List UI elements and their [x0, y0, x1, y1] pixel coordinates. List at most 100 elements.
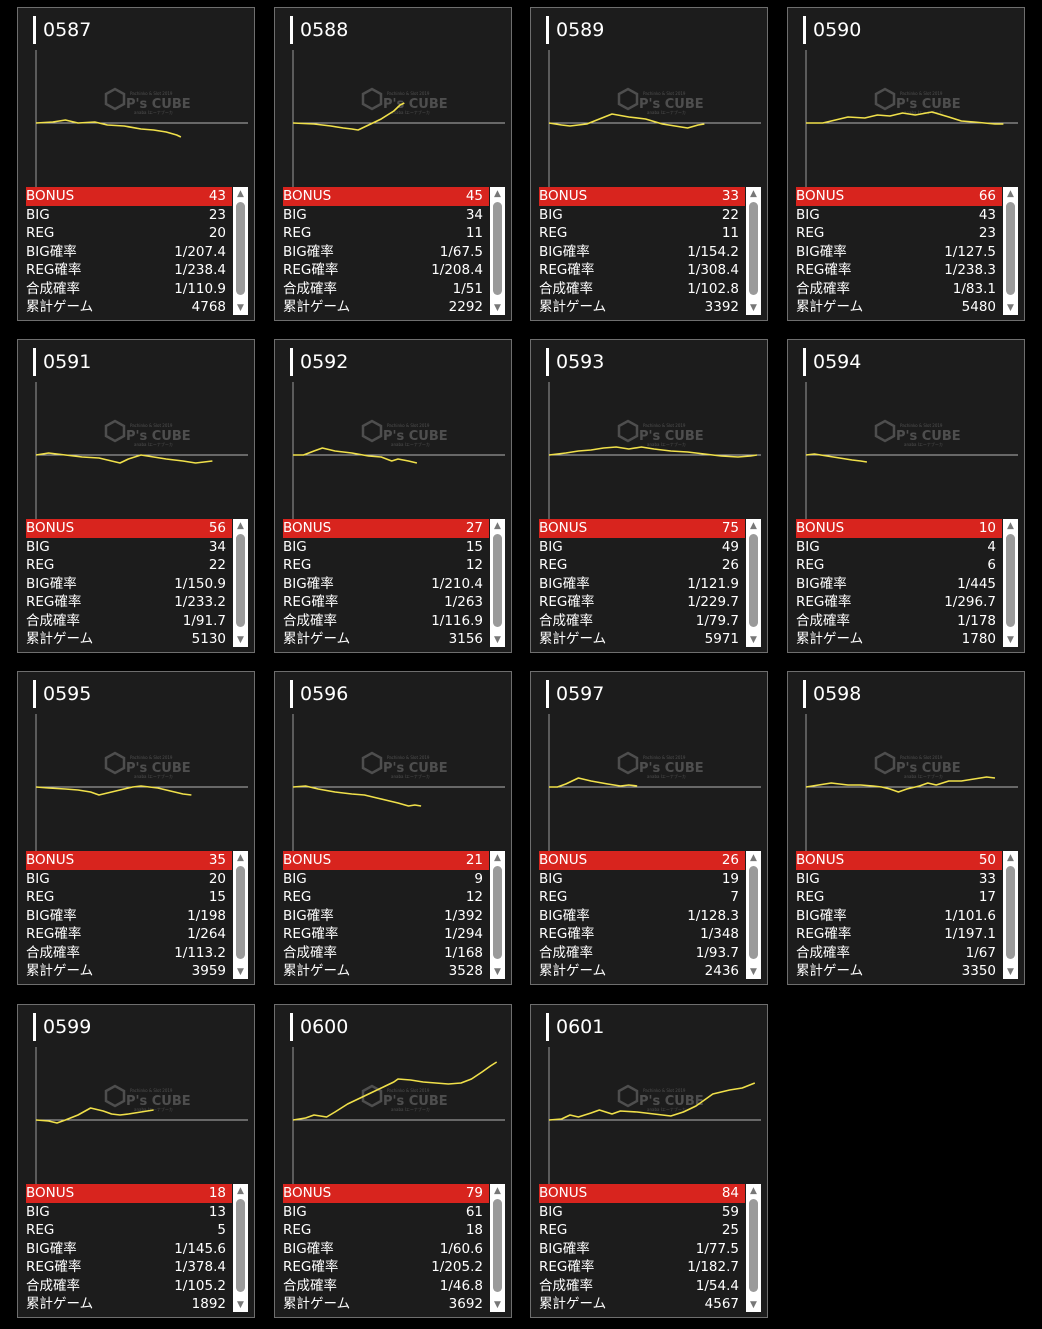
scrollbar-thumb[interactable] — [493, 202, 502, 295]
machine-card[interactable]: 0596 P's CUBE Pachinko & Slot 2019 anaba Iエ… — [274, 671, 512, 985]
scrollbar-thumb[interactable] — [493, 1199, 502, 1292]
machine-card[interactable]: 0589 P's CUBE Pachinko & Slot 2019 anaba Iエ… — [530, 7, 768, 321]
scrollbar[interactable]: ▲ ▼ — [746, 187, 761, 315]
scrollbar-thumb[interactable] — [749, 1199, 758, 1292]
scroll-up-icon[interactable]: ▲ — [237, 853, 244, 863]
scrollbar[interactable]: ▲ ▼ — [490, 519, 505, 647]
scroll-up-icon[interactable]: ▲ — [750, 521, 757, 531]
machine-card[interactable]: 0601 P's CUBE Pachinko & Slot 2019 anaba Iエ… — [530, 1004, 768, 1318]
scrollbar-thumb[interactable] — [236, 202, 245, 295]
stat-value: 27 — [465, 520, 483, 536]
scroll-down-icon[interactable]: ▼ — [1007, 303, 1014, 313]
stats-row-total-rate: 合成確率 1/168 — [283, 944, 489, 963]
scroll-down-icon[interactable]: ▼ — [494, 967, 501, 977]
scroll-up-icon[interactable]: ▲ — [494, 189, 501, 199]
stat-value: 1/77.5 — [695, 1240, 739, 1257]
machine-card[interactable]: 0594 P's CUBE Pachinko & Slot 2019 anaba Iエ… — [787, 339, 1025, 653]
scroll-down-icon[interactable]: ▼ — [237, 303, 244, 313]
scroll-down-icon[interactable]: ▼ — [1007, 635, 1014, 645]
scroll-down-icon[interactable]: ▼ — [750, 967, 757, 977]
scrollbar[interactable]: ▲ ▼ — [233, 187, 248, 315]
stat-value: 1/127.5 — [944, 243, 996, 260]
scrollbar-thumb[interactable] — [1006, 866, 1015, 959]
machine-card[interactable]: 0597 P's CUBE Pachinko & Slot 2019 anaba Iエ… — [530, 671, 768, 985]
stat-value: 3528 — [448, 963, 483, 979]
scrollbar-thumb[interactable] — [493, 534, 502, 627]
cube-icon — [617, 87, 639, 111]
scrollbar[interactable]: ▲ ▼ — [490, 187, 505, 315]
machine-card[interactable]: 0592 P's CUBE Pachinko & Slot 2019 anaba Iエ… — [274, 339, 512, 653]
scrollbar-thumb[interactable] — [749, 202, 758, 295]
stats-row-reg-rate: REG確率 1/378.4 — [26, 1258, 232, 1277]
stats-table: BONUS 18 BIG 13 REG 5 BIG確率 1/145.6 REG確率 1/378.4… — [26, 1184, 249, 1312]
scrollbar[interactable]: ▲ ▼ — [233, 519, 248, 647]
scrollbar[interactable]: ▲ ▼ — [490, 1184, 505, 1312]
machine-card[interactable]: 0587 P's CUBE Pachinko & Slot 2019 anaba Iエ… — [17, 7, 255, 321]
scroll-up-icon[interactable]: ▲ — [750, 189, 757, 199]
scrollbar-thumb[interactable] — [749, 534, 758, 627]
scrollbar-thumb[interactable] — [236, 534, 245, 627]
scrollbar[interactable]: ▲ ▼ — [746, 851, 761, 979]
scroll-down-icon[interactable]: ▼ — [237, 1300, 244, 1310]
scrollbar-thumb[interactable] — [236, 1199, 245, 1292]
scroll-down-icon[interactable]: ▼ — [494, 635, 501, 645]
stat-value: 59 — [721, 1203, 739, 1220]
machine-card[interactable]: 0595 P's CUBE Pachinko & Slot 2019 anaba Iエ… — [17, 671, 255, 985]
scroll-down-icon[interactable]: ▼ — [750, 1300, 757, 1310]
scroll-up-icon[interactable]: ▲ — [494, 853, 501, 863]
scrollbar[interactable]: ▲ ▼ — [1003, 519, 1018, 647]
stats-row-bonus: BONUS 50 — [796, 851, 1002, 870]
scrollbar[interactable]: ▲ ▼ — [746, 519, 761, 647]
scrollbar-thumb[interactable] — [493, 866, 502, 959]
scroll-up-icon[interactable]: ▲ — [237, 1186, 244, 1196]
scrollbar-thumb[interactable] — [236, 866, 245, 959]
scroll-up-icon[interactable]: ▲ — [494, 521, 501, 531]
scroll-down-icon[interactable]: ▼ — [237, 635, 244, 645]
scrollbar-thumb[interactable] — [1006, 202, 1015, 295]
stat-label: BIG — [539, 1203, 563, 1220]
scroll-up-icon[interactable]: ▲ — [494, 1186, 501, 1196]
stat-label: REG確率 — [283, 594, 339, 610]
stats-row-total-rate: 合成確率 1/116.9 — [283, 612, 489, 631]
scroll-down-icon[interactable]: ▼ — [1007, 967, 1014, 977]
scrollbar[interactable]: ▲ ▼ — [746, 1184, 761, 1312]
watermark-top-line: Pachinko & Slot 2019 — [900, 91, 943, 96]
scroll-down-icon[interactable]: ▼ — [494, 1300, 501, 1310]
machine-card[interactable]: 0600 P's CUBE Pachinko & Slot 2019 anaba Iエ… — [274, 1004, 512, 1318]
scrollbar-thumb[interactable] — [1006, 534, 1015, 627]
scrollbar[interactable]: ▲ ▼ — [233, 1184, 248, 1312]
scroll-up-icon[interactable]: ▲ — [1007, 853, 1014, 863]
scroll-up-icon[interactable]: ▲ — [237, 521, 244, 531]
machine-card[interactable]: 0588 P's CUBE Pachinko & Slot 2019 anaba Iエ… — [274, 7, 512, 321]
scrollbar[interactable]: ▲ ▼ — [233, 851, 248, 979]
stat-value: 1/208.4 — [431, 262, 483, 278]
scroll-up-icon[interactable]: ▲ — [1007, 521, 1014, 531]
scroll-up-icon[interactable]: ▲ — [750, 853, 757, 863]
machine-card[interactable]: 0599 P's CUBE Pachinko & Slot 2019 anaba Iエ… — [17, 1004, 255, 1318]
scroll-up-icon[interactable]: ▲ — [1007, 189, 1014, 199]
stat-label: BIG — [283, 538, 307, 555]
stat-value: 3156 — [448, 631, 483, 647]
machine-card[interactable]: 0593 P's CUBE Pachinko & Slot 2019 anaba Iエ… — [530, 339, 768, 653]
scrollbar[interactable]: ▲ ▼ — [490, 851, 505, 979]
machine-card[interactable]: 0591 P's CUBE Pachinko & Slot 2019 anaba Iエ… — [17, 339, 255, 653]
stats-table: BONUS 45 BIG 34 REG 11 BIG確率 1/67.5 REG確率 1/208.4… — [283, 187, 506, 315]
scrollbar[interactable]: ▲ ▼ — [1003, 851, 1018, 979]
scrollbar[interactable]: ▲ ▼ — [1003, 187, 1018, 315]
scroll-up-icon[interactable]: ▲ — [750, 1186, 757, 1196]
stat-value: 1/102.8 — [687, 280, 739, 297]
stats-table: BONUS 10 BIG 4 REG 6 BIG確率 1/445 REG確率 1/296.7 合成確… — [796, 519, 1019, 647]
scroll-down-icon[interactable]: ▼ — [750, 635, 757, 645]
scroll-down-icon[interactable]: ▼ — [494, 303, 501, 313]
machine-card[interactable]: 0598 P's CUBE Pachinko & Slot 2019 anaba Iエ… — [787, 671, 1025, 985]
scrollbar-thumb[interactable] — [749, 866, 758, 959]
scroll-up-icon[interactable]: ▲ — [237, 189, 244, 199]
stats-row-bonus: BONUS 56 — [26, 519, 232, 538]
stat-value: 33 — [978, 870, 996, 887]
stat-label: BONUS — [283, 1185, 332, 1201]
scroll-down-icon[interactable]: ▼ — [750, 303, 757, 313]
scroll-down-icon[interactable]: ▼ — [237, 967, 244, 977]
machine-card[interactable]: 0590 P's CUBE Pachinko & Slot 2019 anaba Iエ… — [787, 7, 1025, 321]
